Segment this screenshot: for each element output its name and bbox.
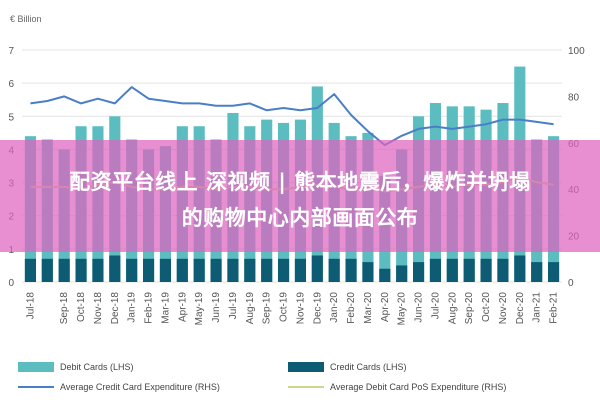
banner-headline-line2: 的购物中心内部画面公布 xyxy=(181,206,419,230)
credit-card-bar-21 xyxy=(379,268,391,282)
x-tick-label-29: Dec-20 xyxy=(515,292,526,325)
credit-card-bar-31 xyxy=(547,262,560,282)
left-tick-label-7: 7 xyxy=(8,46,14,57)
legend-label-avg-credit-expenditure: Average Credit Card Expenditure (RHS) xyxy=(60,382,220,392)
credit-card-bar-28 xyxy=(497,258,509,282)
credit-card-bar-20 xyxy=(362,262,374,282)
x-tick-label-26: Sep-20 xyxy=(464,292,475,325)
x-tick-label-6: Jan-19 xyxy=(127,292,138,323)
credit-card-bar-9 xyxy=(176,258,188,282)
x-tick-label-11: Jun-19 xyxy=(211,292,222,323)
credit-card-bar-29 xyxy=(514,255,526,282)
right-tick-label-4: 80 xyxy=(568,92,580,103)
credit-card-bar-8 xyxy=(159,258,172,282)
x-tick-label-24: Jul-20 xyxy=(430,292,441,320)
x-axis: Jul-18 Sep-18 Oct-18 Nov-18 Dec-18 Jan-19 Feb-… xyxy=(25,292,559,326)
credit-card-bar-17 xyxy=(311,255,323,282)
x-tick-label-19: Feb-20 xyxy=(346,292,357,324)
banner-headline-line1: 配资平台线上 深视频 | 熊本地震后，爆炸并坍塌 xyxy=(69,170,531,194)
x-tick-label-9: Apr-19 xyxy=(177,292,188,322)
credit-card-bar-10 xyxy=(193,258,205,282)
credit-card-bar-14 xyxy=(261,258,273,282)
legend-label-avg-debit-pos-expenditure: Average Debit Card PoS Expenditure (RHS) xyxy=(330,382,507,392)
legend-swatch-avg-credit-expenditure xyxy=(18,386,54,388)
left-axis-unit-label: € Billion xyxy=(10,14,42,24)
credit-card-bar-30 xyxy=(531,262,543,282)
credit-card-bar-3 xyxy=(75,258,87,282)
line-series-2 xyxy=(30,86,554,147)
legend-label-debit-cards: Debit Cards (LHS) xyxy=(60,362,134,372)
right-tick-label-5: 100 xyxy=(568,46,585,57)
credit-card-bar-6 xyxy=(126,258,138,282)
credit-card-bar-13 xyxy=(244,258,256,282)
x-tick-label-5: Dec-18 xyxy=(110,292,121,325)
credit-card-bar-22 xyxy=(396,265,408,282)
legend-item-credit-cards: Credit Cards (LHS) xyxy=(288,358,407,376)
legend-item-debit-cards: Debit Cards (LHS) xyxy=(18,358,134,376)
x-tick-label-14: Sep-19 xyxy=(262,292,273,325)
credit-card-bar-25 xyxy=(446,258,458,282)
x-tick-label-0: Jul-18 xyxy=(25,292,36,320)
x-tick-label-20: Mar-20 xyxy=(363,292,374,324)
legend-swatch-credit-cards xyxy=(288,362,324,372)
x-tick-label-8: Mar-19 xyxy=(160,292,171,324)
x-tick-label-16: Nov-19 xyxy=(295,292,306,325)
credit-card-bar-19 xyxy=(345,258,357,282)
x-tick-label-28: Nov-20 xyxy=(498,292,509,325)
legend-item-avg-credit-expenditure: Average Credit Card Expenditure (RHS) xyxy=(18,378,220,396)
x-tick-label-23: Jun-20 xyxy=(414,292,425,323)
credit-card-bar-12 xyxy=(227,258,239,282)
credit-card-bar-0 xyxy=(24,258,37,282)
legend-swatch-debit-cards xyxy=(18,362,54,372)
x-tick-label-3: Oct-18 xyxy=(76,292,87,322)
x-tick-label-7: Feb-19 xyxy=(144,292,155,324)
x-tick-label-2: Sep-18 xyxy=(59,292,70,325)
credit-card-bar-7 xyxy=(142,258,155,282)
x-tick-label-4: Nov-18 xyxy=(93,292,104,325)
overlay-banner: 配资平台线上 深视频 | 熊本地震后，爆炸并坍塌 的购物中心内部画面公布 xyxy=(0,140,600,252)
legend-item-avg-debit-pos-expenditure: Average Debit Card PoS Expenditure (RHS) xyxy=(288,378,506,396)
credit-card-bar-18 xyxy=(328,258,340,282)
legend-swatch-avg-debit-pos-expenditure xyxy=(288,386,324,388)
left-tick-label-0: 0 xyxy=(8,278,14,289)
x-tick-label-18: Jan-20 xyxy=(329,292,340,323)
x-tick-label-30: Jan-21 xyxy=(532,292,543,323)
x-tick-label-10: May-19 xyxy=(194,292,205,326)
credit-card-bar-4 xyxy=(92,258,104,282)
x-tick-label-17: Dec-19 xyxy=(312,292,323,325)
credit-card-bar-24 xyxy=(429,258,442,282)
credit-card-bar-23 xyxy=(412,262,425,282)
x-tick-label-27: Oct-20 xyxy=(481,292,492,322)
left-tick-label-6: 6 xyxy=(8,79,14,90)
credit-card-bar-15 xyxy=(277,258,290,282)
x-tick-label-21: Apr-20 xyxy=(380,292,391,322)
legend-label-credit-cards: Credit Cards (LHS) xyxy=(330,362,407,372)
left-tick-label-5: 5 xyxy=(8,112,14,123)
credit-card-bar-11 xyxy=(210,258,222,282)
x-tick-label-12: Jul-19 xyxy=(228,292,239,320)
credit-card-bar-16 xyxy=(294,258,307,282)
x-tick-label-25: Aug-20 xyxy=(447,292,458,325)
credit-card-bar-26 xyxy=(463,258,475,282)
legend: Debit Cards (LHS) Credit Cards (LHS) Ave… xyxy=(18,356,593,396)
credit-card-bar-5 xyxy=(109,255,121,282)
x-tick-label-15: Oct-19 xyxy=(279,292,290,322)
credit-card-bar-27 xyxy=(480,258,492,282)
credit-card-bar-1 xyxy=(41,258,53,282)
x-tick-label-31: Feb-21 xyxy=(549,292,560,324)
x-tick-label-13: Aug-19 xyxy=(245,292,256,325)
credit-card-bar-2 xyxy=(58,258,70,282)
right-tick-label-0: 0 xyxy=(568,278,574,289)
x-tick-label-22: May-20 xyxy=(397,292,408,326)
